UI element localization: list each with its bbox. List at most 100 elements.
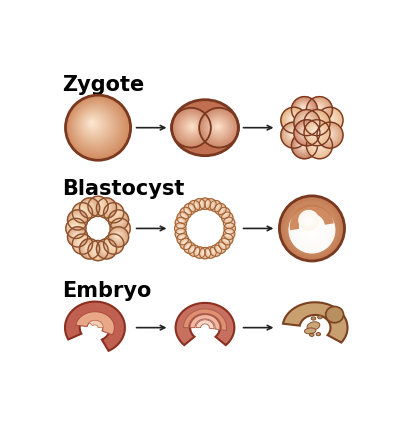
Circle shape (91, 199, 104, 212)
Circle shape (223, 242, 225, 245)
Circle shape (298, 124, 315, 141)
Circle shape (296, 213, 328, 244)
Circle shape (180, 222, 181, 223)
Circle shape (96, 249, 98, 251)
Circle shape (321, 126, 338, 143)
Circle shape (111, 219, 129, 237)
Circle shape (307, 218, 311, 222)
Circle shape (96, 205, 98, 206)
Circle shape (292, 97, 316, 121)
Circle shape (204, 252, 206, 253)
Circle shape (222, 234, 232, 244)
Circle shape (318, 123, 342, 147)
Circle shape (184, 119, 200, 135)
Circle shape (218, 245, 223, 250)
Circle shape (110, 209, 116, 215)
Circle shape (68, 221, 83, 236)
Circle shape (294, 110, 319, 135)
Circle shape (183, 211, 187, 215)
Circle shape (77, 208, 86, 217)
Circle shape (218, 207, 222, 211)
Circle shape (204, 112, 234, 142)
Circle shape (110, 211, 127, 229)
Circle shape (206, 248, 215, 257)
Circle shape (176, 224, 184, 232)
Circle shape (76, 218, 78, 220)
Circle shape (67, 220, 84, 237)
Circle shape (201, 249, 209, 257)
Circle shape (224, 229, 234, 239)
Circle shape (224, 223, 235, 234)
Circle shape (219, 239, 230, 249)
Circle shape (295, 136, 314, 155)
Circle shape (309, 225, 315, 232)
Circle shape (300, 211, 318, 229)
Circle shape (108, 227, 128, 247)
Circle shape (100, 243, 112, 254)
Circle shape (310, 125, 323, 139)
Circle shape (66, 95, 131, 160)
Circle shape (97, 199, 116, 217)
Circle shape (308, 220, 309, 221)
Circle shape (85, 203, 93, 212)
Circle shape (220, 240, 228, 247)
Circle shape (207, 115, 230, 139)
Circle shape (182, 217, 183, 218)
Circle shape (227, 225, 232, 231)
Circle shape (176, 112, 207, 143)
Circle shape (87, 118, 99, 130)
Circle shape (285, 201, 339, 256)
Circle shape (224, 236, 230, 241)
Circle shape (190, 201, 198, 211)
Circle shape (174, 111, 208, 144)
Circle shape (190, 246, 198, 255)
Circle shape (80, 111, 109, 140)
Circle shape (287, 114, 299, 125)
Circle shape (184, 212, 186, 214)
Circle shape (186, 121, 198, 133)
Circle shape (219, 208, 229, 218)
Circle shape (294, 120, 319, 145)
Circle shape (176, 224, 185, 233)
Circle shape (191, 248, 197, 253)
Circle shape (106, 237, 120, 251)
Circle shape (196, 249, 203, 256)
Circle shape (283, 125, 304, 145)
Circle shape (224, 229, 234, 238)
Circle shape (88, 247, 89, 248)
Circle shape (104, 246, 107, 250)
Circle shape (207, 201, 214, 207)
Circle shape (188, 208, 190, 210)
Circle shape (72, 215, 82, 224)
Circle shape (215, 242, 226, 253)
Circle shape (191, 203, 197, 209)
Circle shape (298, 103, 310, 115)
Circle shape (178, 231, 183, 236)
Circle shape (226, 238, 227, 239)
Circle shape (106, 205, 122, 221)
Circle shape (190, 202, 198, 210)
Circle shape (191, 203, 197, 209)
Circle shape (66, 96, 130, 160)
Circle shape (310, 226, 314, 231)
Circle shape (313, 118, 319, 125)
Circle shape (184, 203, 195, 215)
Circle shape (206, 200, 215, 208)
Circle shape (196, 249, 203, 256)
Circle shape (79, 209, 84, 215)
Circle shape (293, 135, 315, 156)
Ellipse shape (307, 322, 320, 330)
Circle shape (183, 241, 188, 246)
Circle shape (310, 115, 322, 128)
Circle shape (283, 110, 304, 130)
Circle shape (188, 123, 195, 130)
Circle shape (298, 114, 315, 130)
Circle shape (81, 111, 108, 139)
Circle shape (292, 208, 332, 249)
Circle shape (178, 220, 184, 225)
Circle shape (217, 244, 223, 251)
Circle shape (204, 203, 205, 204)
Circle shape (183, 210, 188, 215)
Circle shape (179, 227, 180, 229)
Circle shape (225, 215, 229, 219)
